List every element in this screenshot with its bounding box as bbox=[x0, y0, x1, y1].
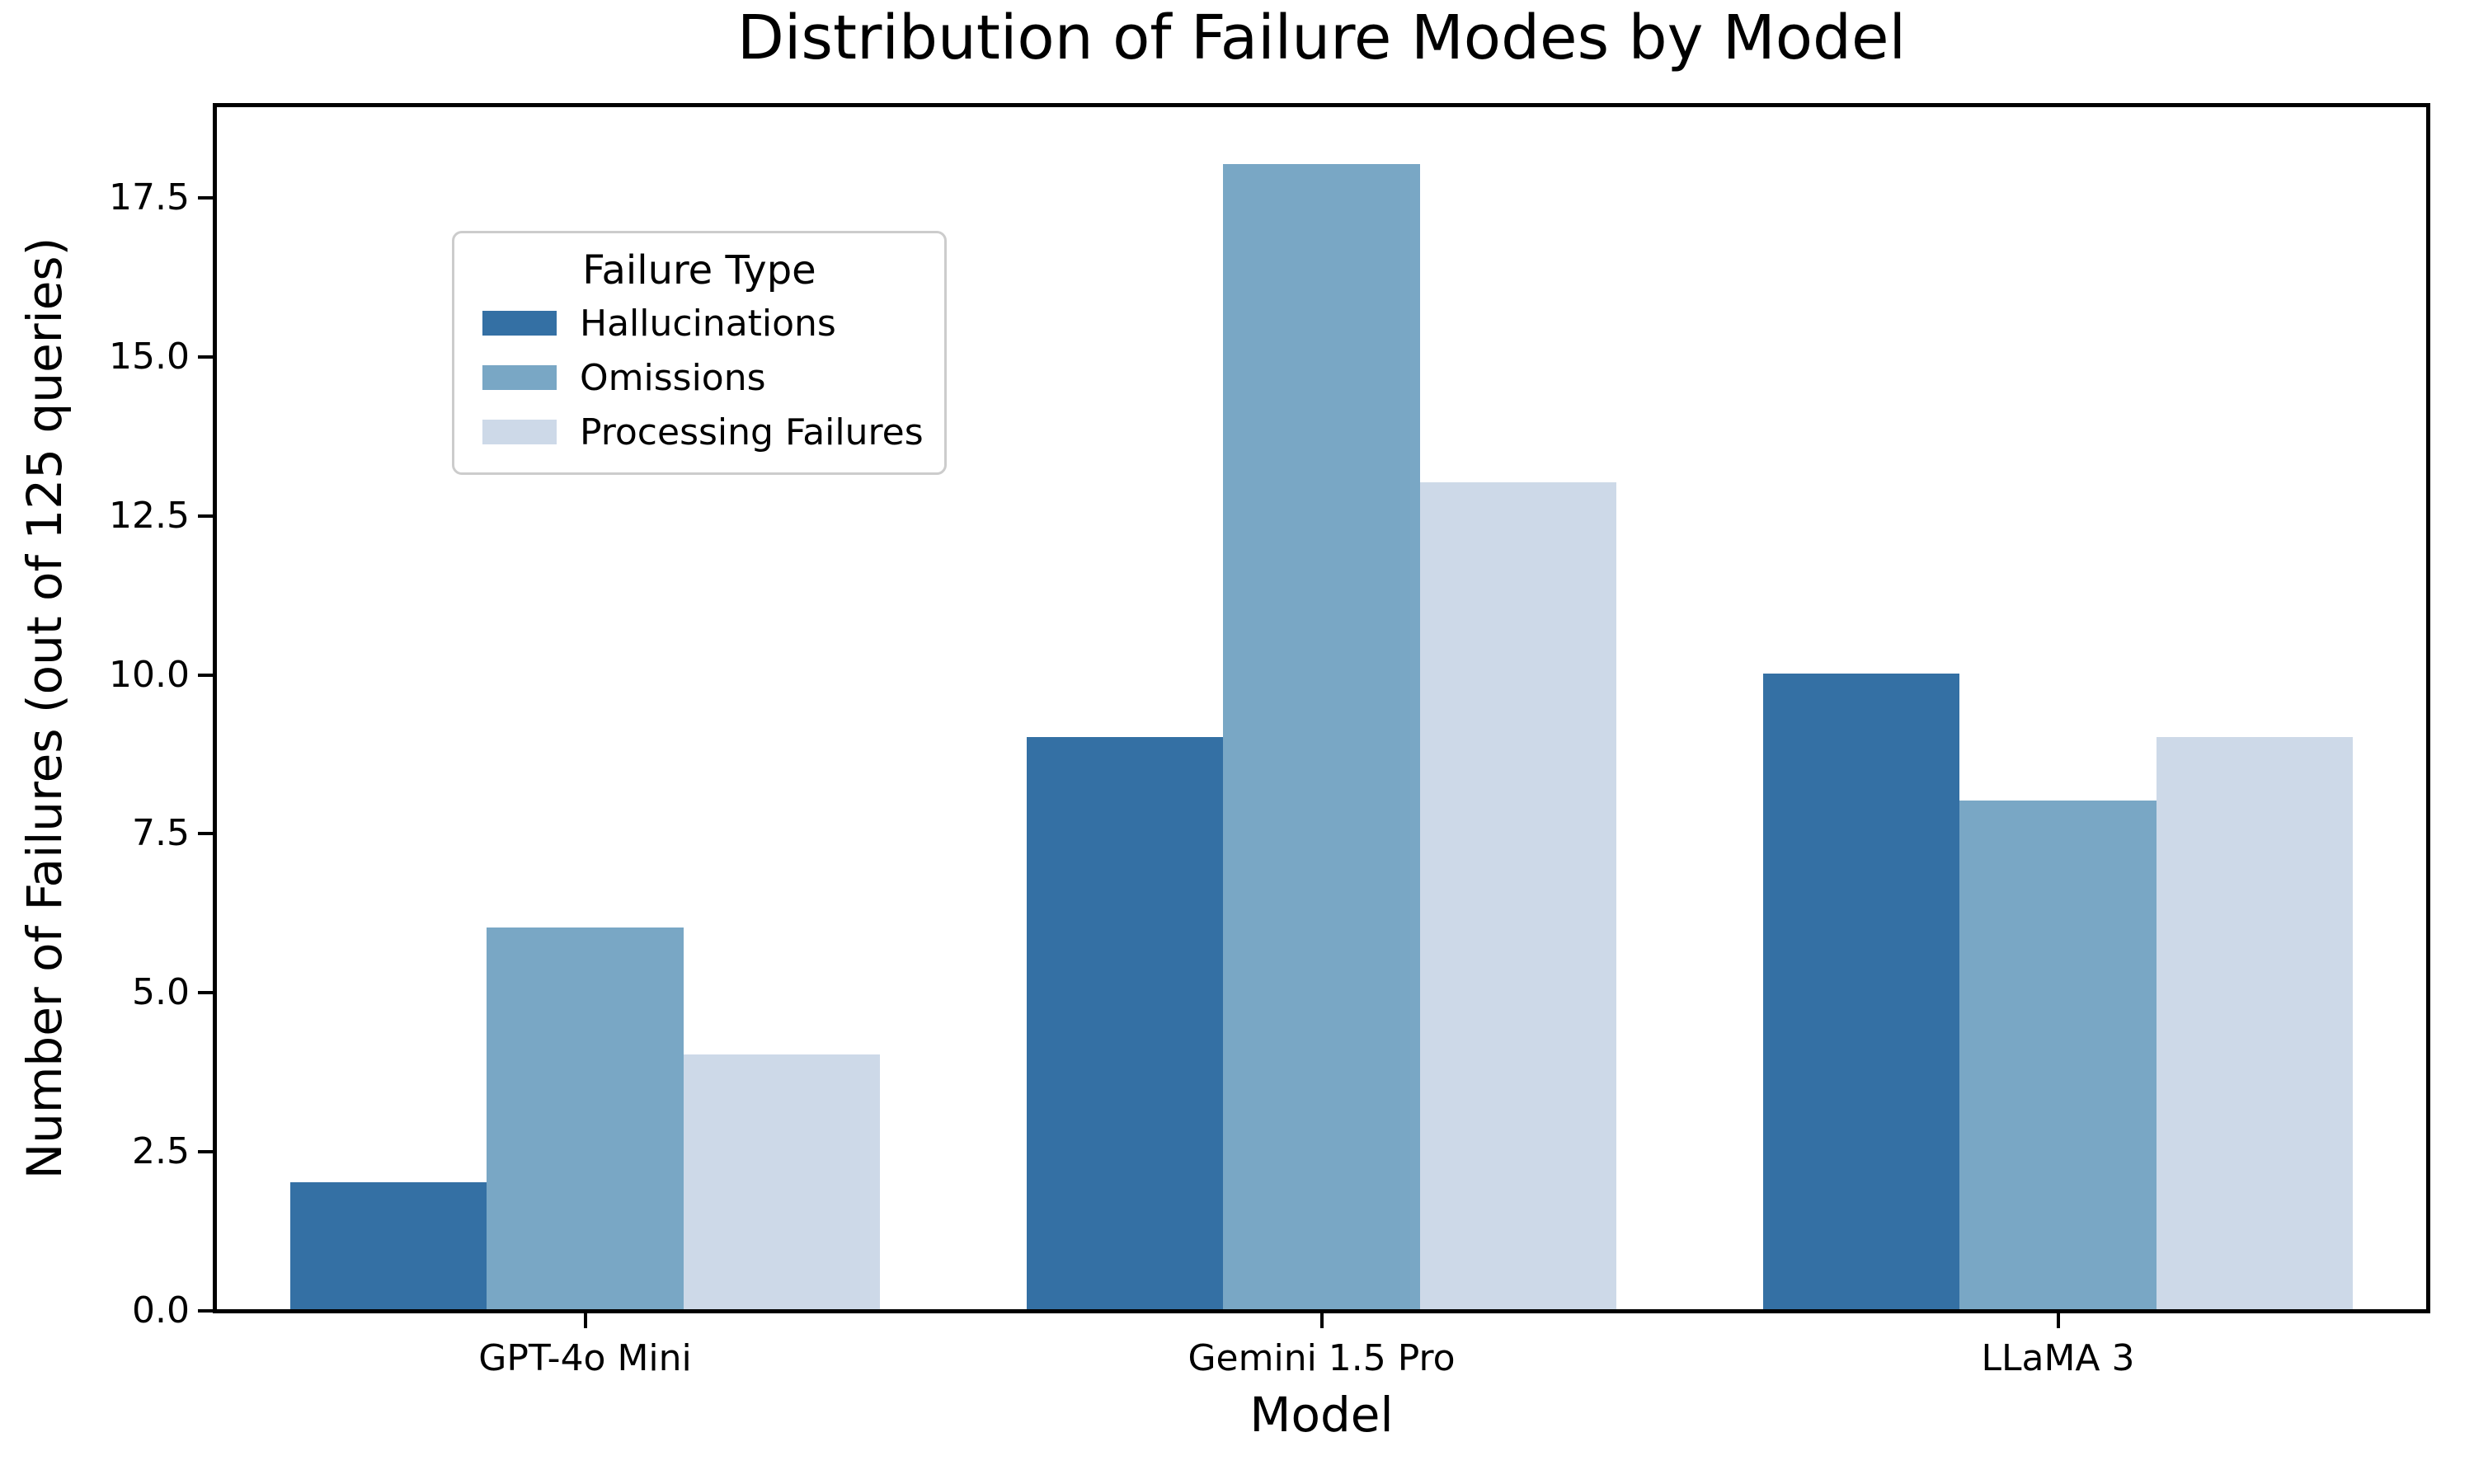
chart-title: Distribution of Failure Modes by Model bbox=[736, 2, 1907, 73]
plot-area: Failure Type Hallucinations Omissions Proc… bbox=[213, 103, 2430, 1313]
legend-entry-omissions: Omissions bbox=[471, 350, 928, 405]
y-tick-label-10.0: 10.0 bbox=[109, 653, 190, 696]
legend-label-processing-failures: Processing Failures bbox=[580, 411, 924, 453]
y-tick-label-2.5: 2.5 bbox=[132, 1130, 190, 1173]
x-tick-mark-llama-3 bbox=[2056, 1313, 2060, 1328]
legend-label-hallucinations: Hallucinations bbox=[580, 302, 836, 345]
bar-processing-failures-llama-3 bbox=[2156, 736, 2353, 1309]
y-tick-mark-5.0 bbox=[198, 991, 213, 995]
y-tick-mark-12.5 bbox=[198, 514, 213, 518]
legend-label-omissions: Omissions bbox=[580, 356, 766, 399]
y-tick-mark-7.5 bbox=[198, 832, 213, 836]
legend-title: Failure Type bbox=[582, 247, 816, 294]
legend: Failure Type Hallucinations Omissions Proc… bbox=[452, 231, 947, 475]
y-tick-label-7.5: 7.5 bbox=[132, 812, 190, 855]
y-tick-label-5.0: 5.0 bbox=[132, 971, 190, 1014]
bar-omissions-gemini-1-5-pro bbox=[1223, 164, 1420, 1309]
x-tick-label-llama-3: LLaMA 3 bbox=[1981, 1337, 2135, 1379]
bar-hallucinations-gpt-4o-mini bbox=[290, 1181, 487, 1309]
legend-entry-processing-failures: Processing Failures bbox=[471, 405, 928, 459]
y-tick-label-0.0: 0.0 bbox=[132, 1289, 190, 1331]
bar-hallucinations-gemini-1-5-pro bbox=[1027, 736, 1224, 1309]
y-tick-mark-10.0 bbox=[198, 673, 213, 677]
x-tick-label-gemini-1-5-pro: Gemini 1.5 Pro bbox=[1188, 1337, 1456, 1379]
legend-swatch-processing-failures bbox=[482, 420, 557, 444]
y-tick-label-12.5: 12.5 bbox=[109, 494, 190, 537]
x-tick-mark-gemini-1-5-pro bbox=[1319, 1313, 1324, 1328]
bar-omissions-llama-3 bbox=[1959, 800, 2157, 1309]
bar-processing-failures-gemini-1-5-pro bbox=[1419, 482, 1616, 1309]
x-tick-label-gpt-4o-mini: GPT-4o Mini bbox=[478, 1337, 692, 1379]
legend-swatch-hallucinations bbox=[482, 311, 557, 336]
legend-entry-hallucinations: Hallucinations bbox=[471, 296, 928, 350]
y-tick-mark-0.0 bbox=[198, 1309, 213, 1313]
legend-swatch-omissions bbox=[482, 365, 557, 390]
x-axis-label: Model bbox=[1249, 1387, 1394, 1443]
bar-omissions-gpt-4o-mini bbox=[487, 928, 684, 1309]
bar-processing-failures-gpt-4o-mini bbox=[683, 1054, 880, 1309]
legend-entries: Hallucinations Omissions Processing Failur… bbox=[471, 296, 928, 459]
y-tick-mark-17.5 bbox=[198, 196, 213, 200]
y-axis-label: Number of Failures (out of 125 queries) bbox=[16, 237, 73, 1180]
y-tick-label-17.5: 17.5 bbox=[109, 176, 190, 218]
y-tick-mark-15.0 bbox=[198, 355, 213, 359]
x-tick-mark-gpt-4o-mini bbox=[583, 1313, 587, 1328]
y-tick-label-15.0: 15.0 bbox=[109, 335, 190, 378]
bar-hallucinations-llama-3 bbox=[1763, 673, 1960, 1309]
y-tick-mark-2.5 bbox=[198, 1150, 213, 1154]
